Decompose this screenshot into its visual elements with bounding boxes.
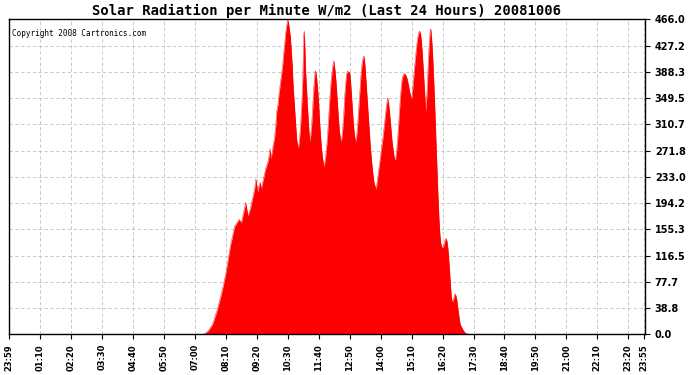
Text: Copyright 2008 Cartronics.com: Copyright 2008 Cartronics.com	[12, 29, 146, 38]
Title: Solar Radiation per Minute W/m2 (Last 24 Hours) 20081006: Solar Radiation per Minute W/m2 (Last 24…	[92, 4, 562, 18]
